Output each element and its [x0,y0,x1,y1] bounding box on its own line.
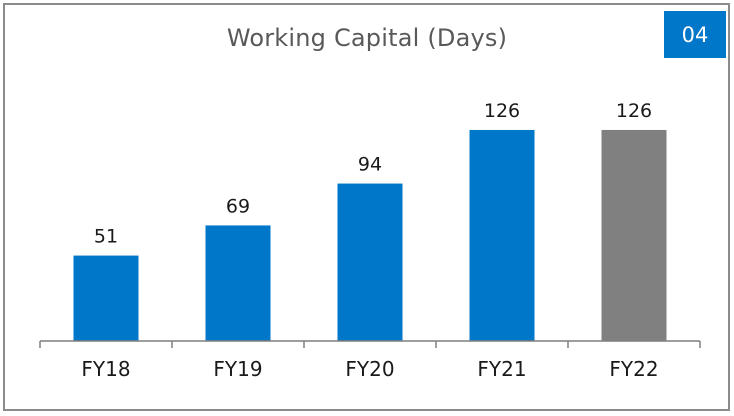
x-tick-label-fy20: FY20 [345,357,394,381]
data-label-fy20: 94 [358,154,382,176]
x-tick-label-fy19: FY19 [213,357,262,381]
x-tick-label-fy22: FY22 [609,357,658,381]
bar-fy20 [337,183,403,341]
bars-layer [73,129,667,341]
bar-fy22 [601,129,667,341]
data-label-fy19: 69 [226,195,250,217]
data-label-fy21: 126 [484,100,520,122]
x-axis [39,340,701,348]
slide-number-badge: 04 [664,11,726,58]
data-label-fy18: 51 [94,226,118,248]
bar-fy18 [73,255,139,341]
x-tick-label-fy18: FY18 [81,357,130,381]
chart-title: Working Capital (Days) [226,24,508,52]
data-label-fy22: 126 [616,100,652,122]
bar-fy21 [469,129,535,341]
labels-layer: 51 FY18 69 FY19 94 FY20 126 FY21 126 FY22 [81,100,658,381]
x-tick-label-fy21: FY21 [477,357,526,381]
bar-fy19 [205,225,271,341]
